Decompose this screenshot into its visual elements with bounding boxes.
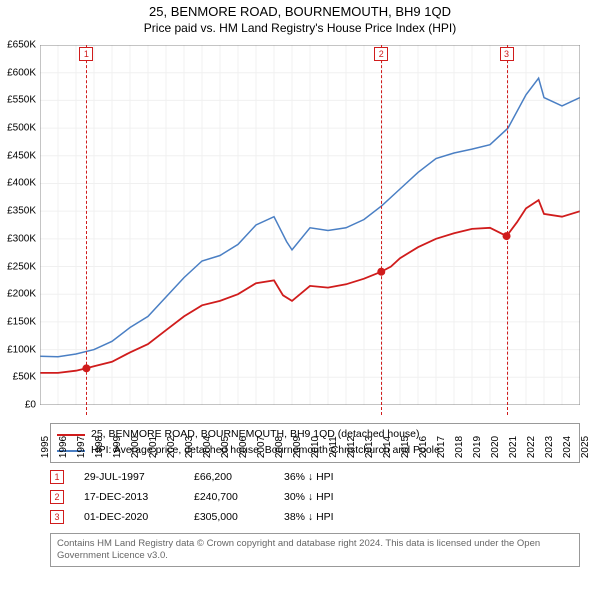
transaction-price: £305,000: [194, 511, 264, 523]
y-tick-label: £300K: [7, 233, 36, 244]
x-tick-label: 2023: [544, 436, 555, 458]
x-axis: 1995199619971998199920002001200220032004…: [40, 417, 600, 449]
x-tick-label: 2022: [526, 436, 537, 458]
y-tick-label: £150K: [7, 316, 36, 327]
x-tick-label: 2024: [562, 436, 573, 458]
marker-vline: [507, 45, 508, 415]
y-tick-label: £250K: [7, 261, 36, 272]
x-tick-label: 1996: [58, 436, 69, 458]
x-tick-label: 2002: [166, 436, 177, 458]
x-tick-label: 2021: [508, 436, 519, 458]
transaction-row: 3 01-DEC-2020 £305,000 38% ↓ HPI: [50, 507, 580, 527]
x-tick-label: 2005: [220, 436, 231, 458]
transaction-date: 17-DEC-2013: [84, 491, 174, 503]
y-tick-label: £400K: [7, 178, 36, 189]
x-tick-label: 2006: [238, 436, 249, 458]
page-title: 25, BENMORE ROAD, BOURNEMOUTH, BH9 1QD: [0, 4, 600, 19]
x-tick-label: 2003: [184, 436, 195, 458]
x-tick-label: 2001: [148, 436, 159, 458]
x-tick-label: 2015: [400, 436, 411, 458]
y-tick-label: £450K: [7, 150, 36, 161]
y-tick-label: £200K: [7, 289, 36, 300]
marker-badge: 1: [79, 47, 93, 61]
x-tick-label: 1995: [40, 436, 51, 458]
transaction-hpi: 30% ↓ HPI: [284, 491, 334, 503]
attribution: Contains HM Land Registry data © Crown c…: [50, 533, 580, 568]
x-tick-label: 1999: [112, 436, 123, 458]
y-tick-label: £650K: [7, 40, 36, 51]
y-tick-label: £600K: [7, 67, 36, 78]
x-tick-label: 2007: [256, 436, 267, 458]
transaction-row: 1 29-JUL-1997 £66,200 36% ↓ HPI: [50, 467, 580, 487]
x-tick-label: 2025: [580, 436, 591, 458]
x-tick-label: 2000: [130, 436, 141, 458]
chart: £0£50K£100K£150K£200K£250K£300K£350K£400…: [40, 45, 600, 415]
x-tick-label: 2019: [472, 436, 483, 458]
x-tick-label: 2011: [328, 436, 339, 458]
transaction-price: £66,200: [194, 471, 264, 483]
x-tick-label: 2013: [364, 436, 375, 458]
y-tick-label: £350K: [7, 206, 36, 217]
y-tick-label: £550K: [7, 95, 36, 106]
transaction-date: 01-DEC-2020: [84, 511, 174, 523]
transaction-hpi: 36% ↓ HPI: [284, 471, 334, 483]
x-tick-label: 2008: [274, 436, 285, 458]
transaction-badge: 3: [50, 510, 64, 524]
transaction-badge: 1: [50, 470, 64, 484]
y-tick-label: £500K: [7, 123, 36, 134]
transactions-table: 1 29-JUL-1997 £66,200 36% ↓ HPI 2 17-DEC…: [50, 467, 580, 527]
marker-vline: [86, 45, 87, 415]
transaction-price: £240,700: [194, 491, 264, 503]
x-tick-label: 2009: [292, 436, 303, 458]
x-tick-label: 2017: [436, 436, 447, 458]
y-tick-label: £100K: [7, 344, 36, 355]
transaction-date: 29-JUL-1997: [84, 471, 174, 483]
marker-vline: [381, 45, 382, 415]
x-tick-label: 2016: [418, 436, 429, 458]
y-axis: £0 £50K £100K £150K £200K £250K £300K £350K £400…: [0, 45, 38, 415]
x-tick-label: 2014: [382, 436, 393, 458]
x-tick-label: 2012: [346, 436, 357, 458]
transaction-badge: 2: [50, 490, 64, 504]
y-tick-label: £0: [25, 400, 36, 411]
plot-svg: [40, 45, 580, 405]
transaction-row: 2 17-DEC-2013 £240,700 30% ↓ HPI: [50, 487, 580, 507]
y-tick-label: £50K: [13, 372, 36, 383]
x-tick-label: 2010: [310, 436, 321, 458]
x-tick-label: 2004: [202, 436, 213, 458]
x-tick-label: 1998: [94, 436, 105, 458]
page-subtitle: Price paid vs. HM Land Registry's House …: [0, 21, 600, 35]
x-tick-label: 1997: [76, 436, 87, 458]
x-tick-label: 2018: [454, 436, 465, 458]
marker-badge: 2: [374, 47, 388, 61]
transaction-hpi: 38% ↓ HPI: [284, 511, 334, 523]
x-tick-label: 2020: [490, 436, 501, 458]
marker-badge: 3: [500, 47, 514, 61]
